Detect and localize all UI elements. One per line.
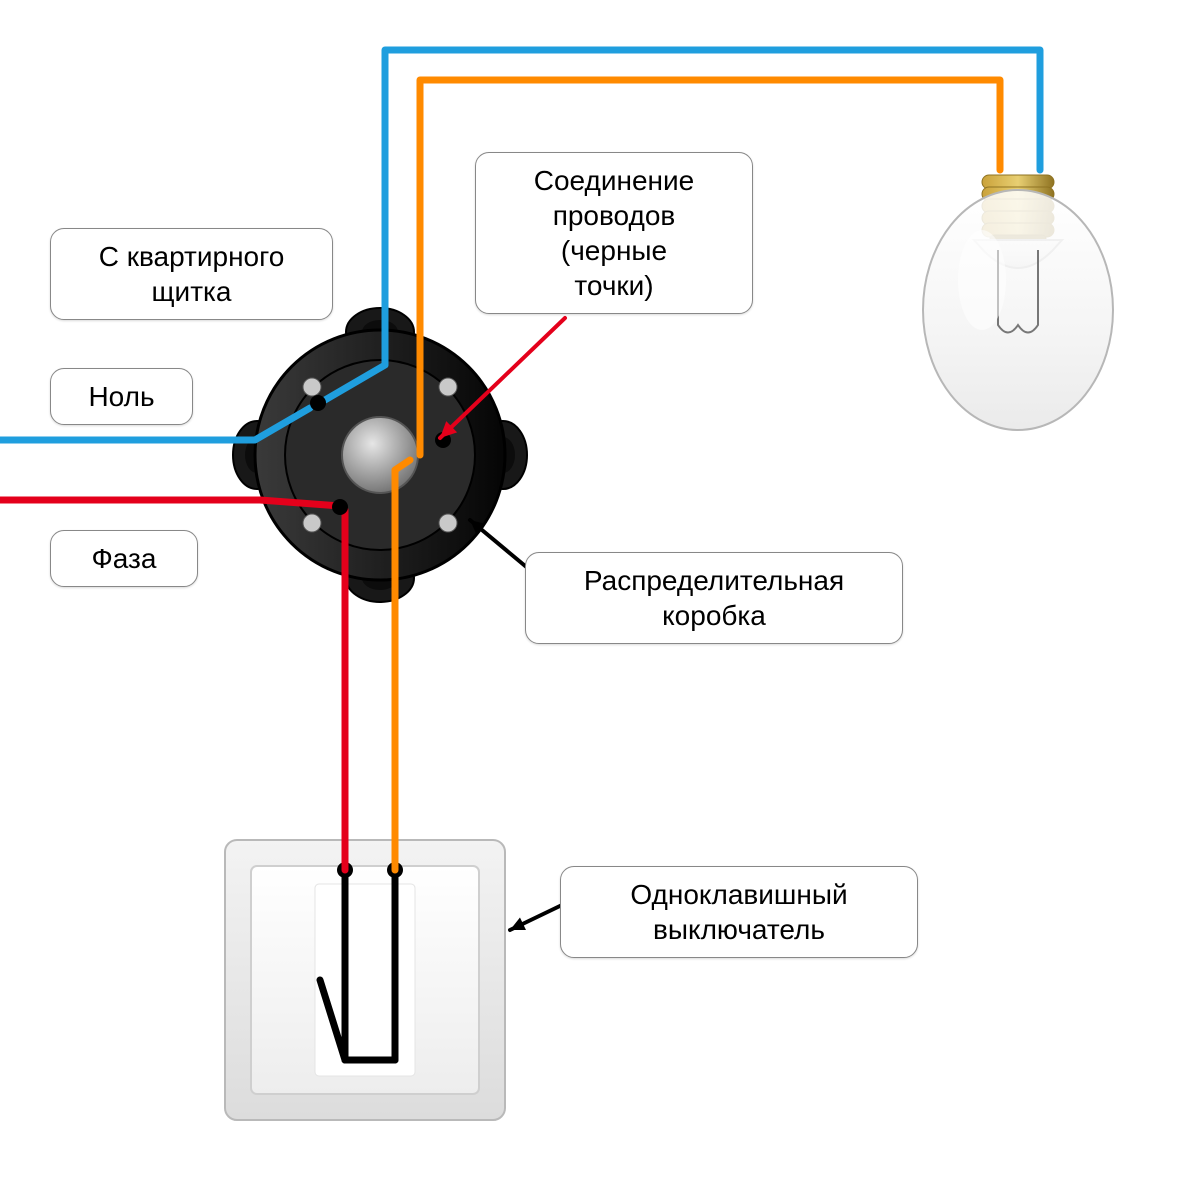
label-junction-points: Соединение проводов (черные точки) xyxy=(475,152,753,314)
junction-box-icon xyxy=(233,308,527,602)
label-junction-box: Распределительная коробка xyxy=(525,552,903,644)
wiring-diagram: С квартирного щитка Ноль Фаза Соединение… xyxy=(0,0,1193,1200)
light-bulb-icon xyxy=(923,175,1113,430)
label-neutral: Ноль xyxy=(50,368,193,425)
label-phase: Фаза xyxy=(50,530,198,587)
light-switch-icon xyxy=(225,840,505,1120)
label-switch: Одноклавишный выключатель xyxy=(560,866,918,958)
label-from-panel: С квартирного щитка xyxy=(50,228,333,320)
connection-dot xyxy=(332,499,348,515)
connection-dot xyxy=(310,395,326,411)
